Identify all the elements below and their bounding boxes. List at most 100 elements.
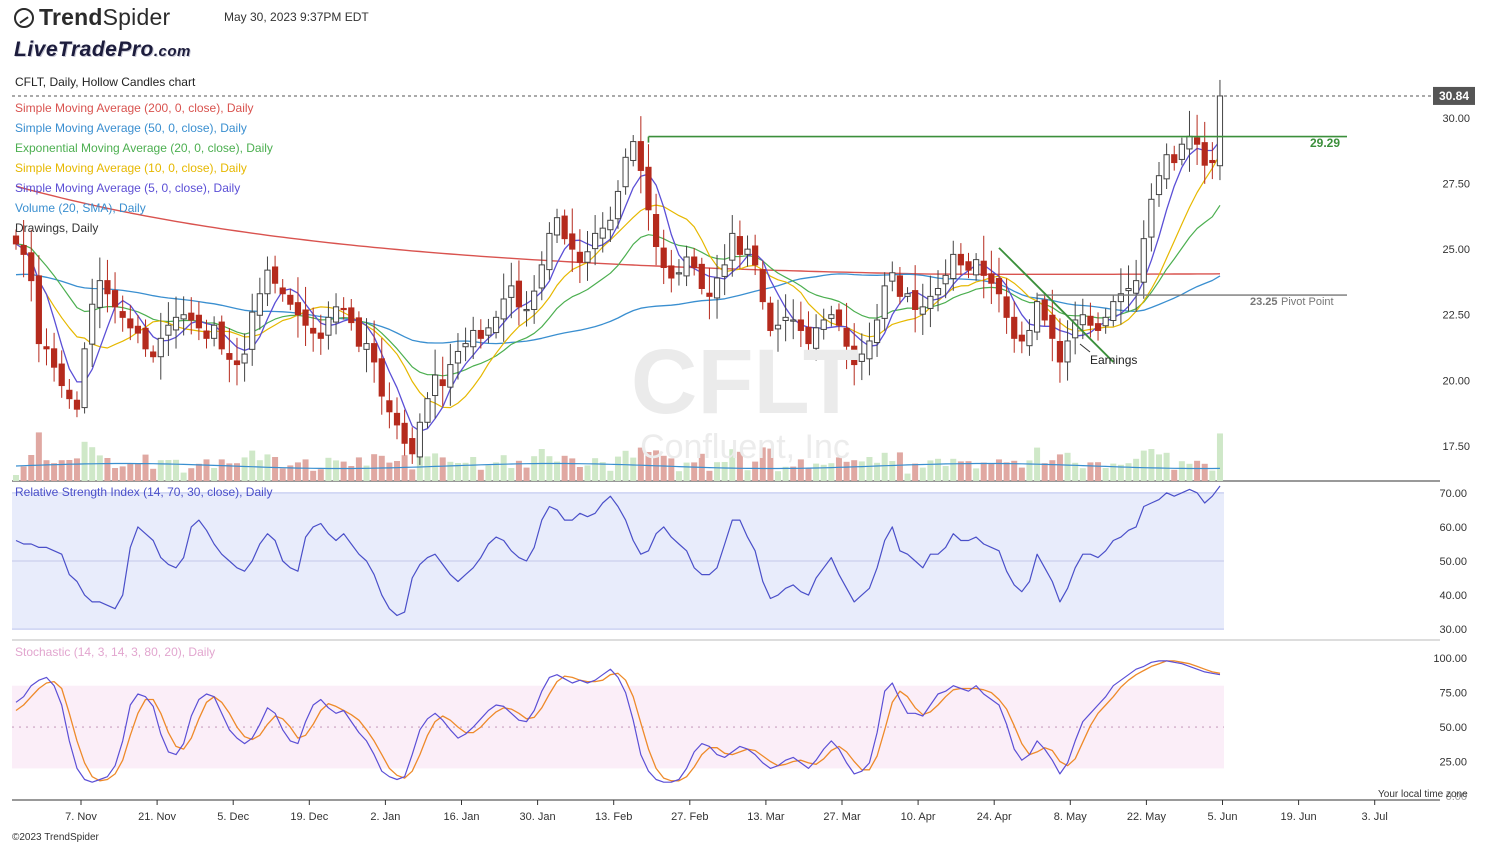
candle-body: [660, 247, 667, 269]
volume-bar: [1209, 470, 1216, 481]
volume-bar: [1178, 461, 1185, 481]
volume-bar: [813, 463, 820, 481]
legend-rsi[interactable]: Relative Strength Index (14, 70, 30, clo…: [15, 485, 273, 499]
candle-body: [1041, 299, 1048, 321]
candle-body: [614, 190, 622, 220]
rsi-tick-label: 30.00: [1439, 624, 1467, 636]
candle-body: [668, 265, 675, 279]
candle-body: [1148, 198, 1155, 238]
volume-bar: [180, 472, 187, 481]
candle-body: [980, 260, 987, 276]
volume-bar: [767, 448, 774, 481]
x-tick-label: 24. Apr: [977, 811, 1012, 823]
candle-body: [439, 379, 446, 387]
volume-bar: [416, 455, 423, 481]
volume-bar: [272, 457, 279, 481]
volume-bar: [599, 462, 606, 481]
volume-bar: [683, 462, 690, 481]
volume-bar: [820, 464, 827, 481]
candles: [12, 79, 1224, 465]
candle-body: [332, 306, 340, 323]
candle-body: [294, 302, 302, 316]
candle-body: [96, 280, 103, 308]
legend-drawings[interactable]: Drawings, Daily: [15, 221, 99, 235]
volume-bar: [348, 466, 355, 481]
candle-body: [866, 340, 873, 360]
trendspider-logo-icon: [14, 8, 34, 28]
legend-sma10[interactable]: Simple Moving Average (10, 0, close), Da…: [15, 161, 247, 175]
candle-body: [645, 166, 652, 211]
legend-stochastic[interactable]: Stochastic (14, 3, 14, 3, 80, 20), Daily: [15, 645, 216, 659]
legend-ema20[interactable]: Exponential Moving Average (20, 0, close…: [15, 141, 273, 155]
candle-body: [424, 398, 431, 423]
candle-body: [805, 326, 812, 345]
volume-bar: [843, 461, 850, 481]
volume-bar: [485, 465, 492, 481]
volume-sma-line: [15, 462, 1220, 470]
volume-bar: [310, 470, 317, 481]
pivot-value-label: 23.25: [1250, 296, 1278, 308]
candle-body: [774, 324, 782, 330]
candle-body: [828, 314, 835, 319]
candle-body: [538, 264, 545, 289]
candle-body: [843, 327, 850, 347]
candle-body: [66, 389, 73, 400]
volume-bar: [470, 457, 477, 481]
candle-body: [264, 269, 271, 295]
volume-bar: [622, 450, 629, 481]
candle-body: [111, 290, 119, 308]
volume-bar: [1079, 468, 1086, 481]
legend-sma50[interactable]: Simple Moving Average (50, 0, close), Da…: [15, 121, 247, 135]
volume-bar: [226, 463, 233, 481]
candle-body: [43, 346, 50, 350]
legend-sma5[interactable]: Simple Moving Average (5, 0, close), Dai…: [15, 181, 241, 195]
candle-body: [165, 324, 172, 336]
volume-bar: [43, 460, 50, 481]
volume-bar: [424, 456, 431, 481]
candle-body: [142, 327, 149, 350]
volume-bar: [904, 473, 911, 481]
candle-body: [1087, 315, 1094, 326]
legend-volume[interactable]: Volume (20, SMA), Daily: [15, 201, 146, 215]
candle-body: [302, 309, 309, 326]
x-tick-label: 13. Mar: [747, 811, 785, 823]
candle-body: [744, 248, 751, 255]
candle-body: [470, 329, 477, 348]
candle-body: [1049, 314, 1056, 339]
candle-body: [813, 327, 820, 349]
volume-bar: [1194, 460, 1201, 481]
x-tick-label: 27. Mar: [823, 811, 861, 823]
candle-body: [310, 327, 317, 334]
candle-body: [432, 374, 439, 397]
candle-body: [515, 280, 523, 308]
volume-bar: [302, 459, 309, 481]
volume-bar: [942, 466, 949, 481]
candle-body: [203, 330, 210, 339]
candle-body: [73, 399, 81, 410]
volume-bar: [165, 460, 172, 481]
volume-bar: [561, 455, 568, 481]
candle-body: [134, 325, 142, 334]
legend-sma200[interactable]: Simple Moving Average (200, 0, close), D…: [15, 101, 254, 115]
candle-body: [904, 293, 911, 297]
last-price-label: 30.84: [1439, 89, 1469, 103]
rsi-tick-label: 70.00: [1439, 488, 1467, 500]
candle-body: [576, 251, 583, 263]
volume-bar: [752, 461, 759, 481]
candle-body: [523, 308, 530, 312]
app-name-rest: Spider: [102, 4, 171, 30]
legend-chart-title[interactable]: CFLT, Daily, Hollow Candles chart: [15, 75, 196, 89]
candle-body: [950, 253, 957, 280]
candle-body: [401, 422, 408, 444]
sma50-line: [15, 273, 1221, 345]
volume-bar: [554, 461, 561, 481]
candle-body: [1003, 296, 1010, 318]
volume-bar: [1087, 462, 1094, 481]
timezone-label[interactable]: Your local time zone: [1378, 789, 1468, 800]
x-tick-label: 7. Nov: [65, 811, 97, 823]
volume-bar: [241, 457, 248, 481]
candle-body: [599, 227, 606, 239]
x-tick-label: 30. Jan: [520, 811, 556, 823]
volume-bar: [150, 468, 157, 481]
